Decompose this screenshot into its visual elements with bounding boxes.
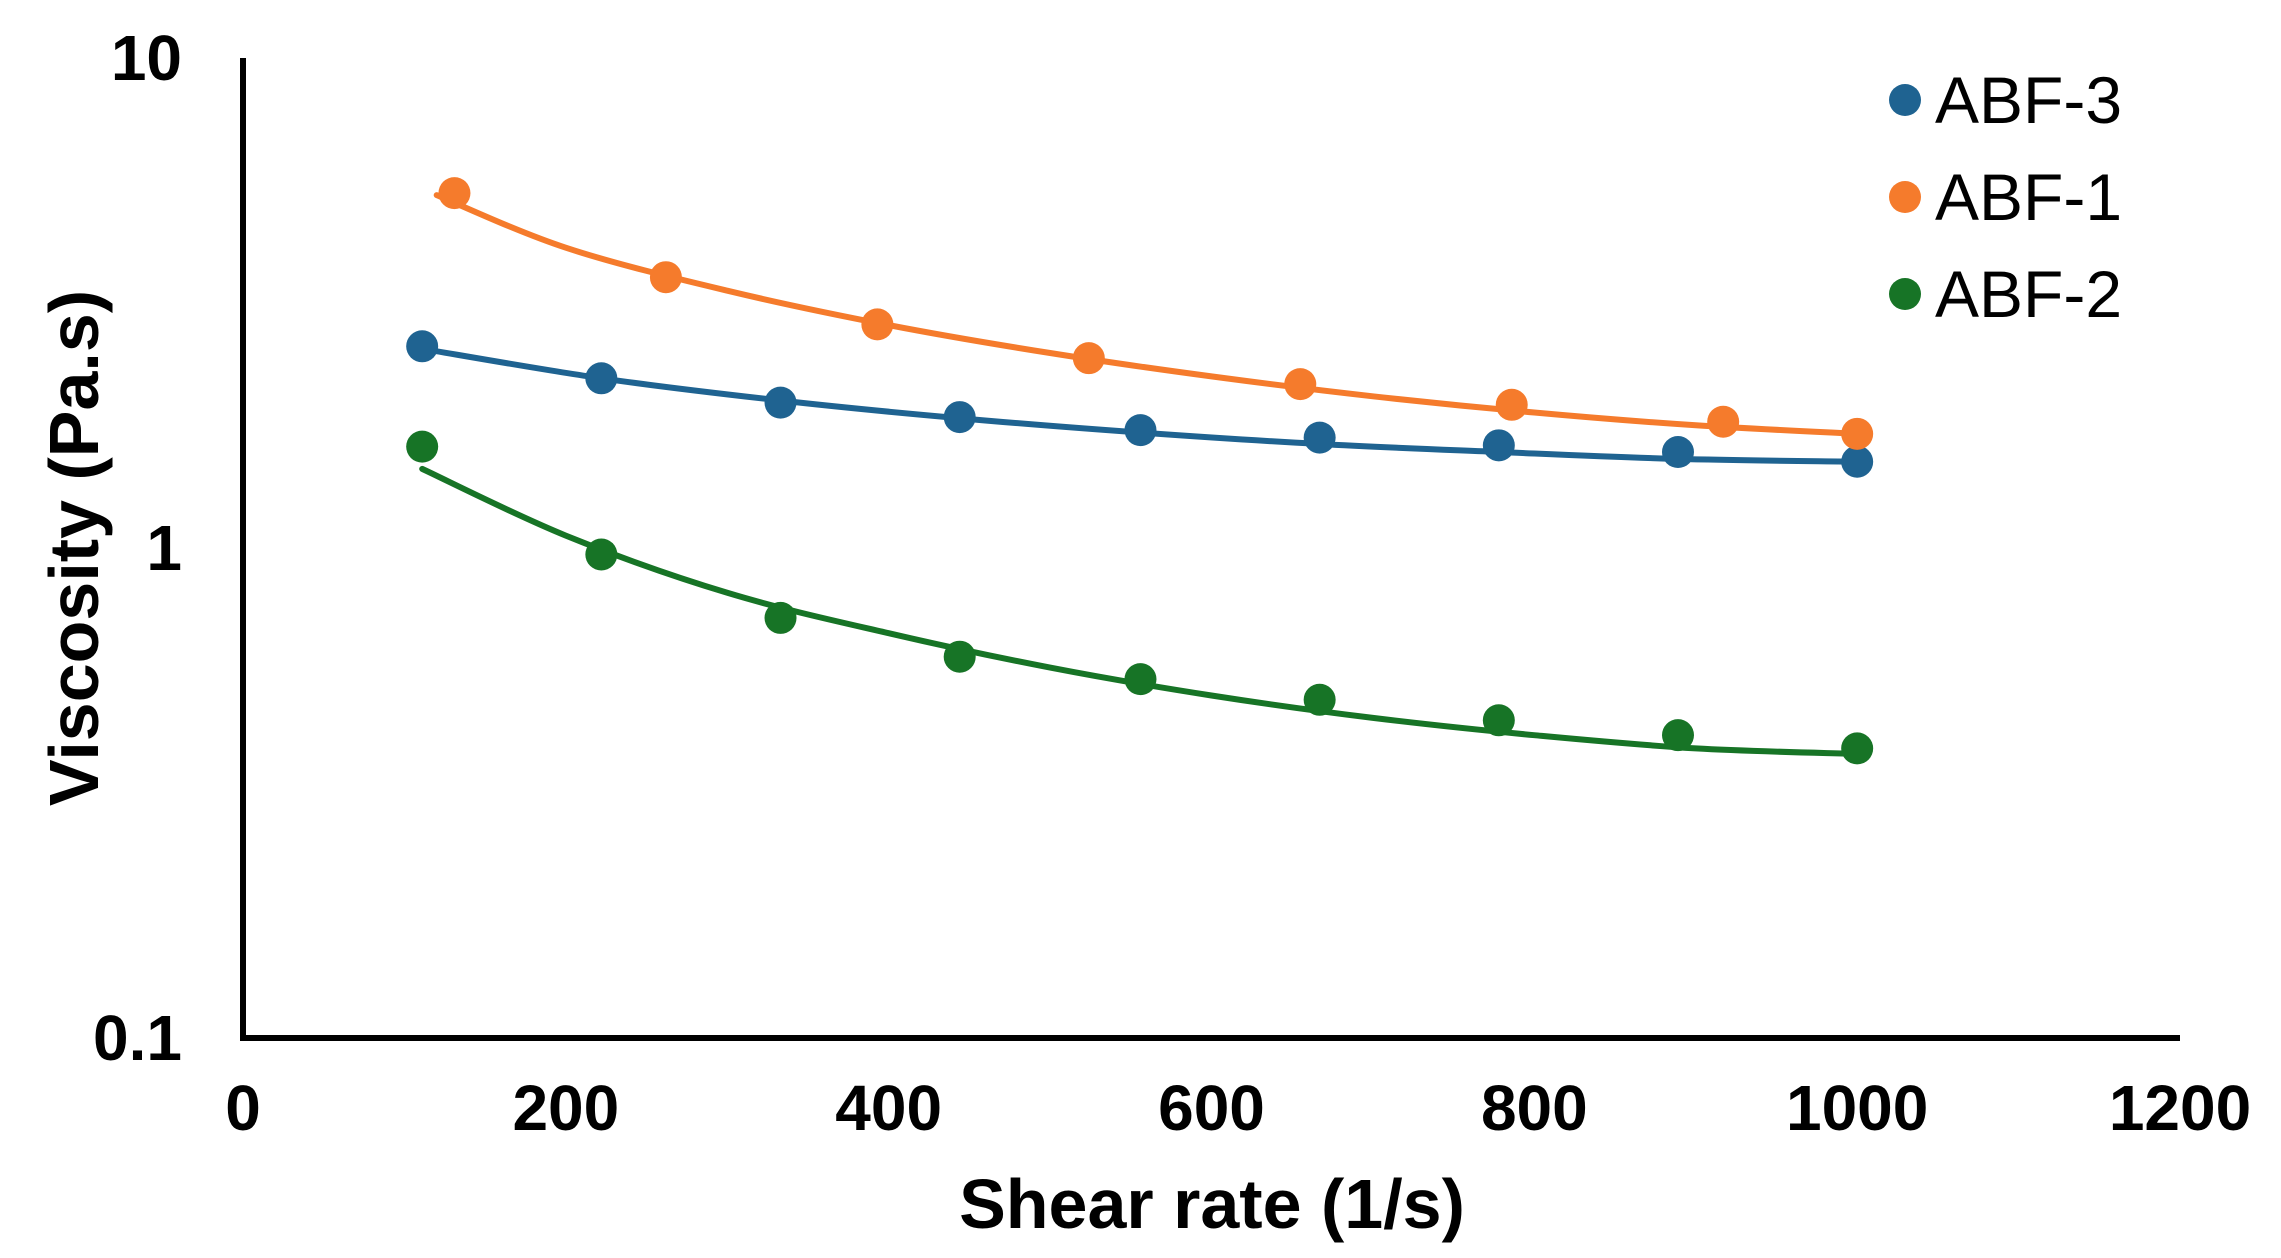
data-point-abf-3 bbox=[1303, 421, 1336, 454]
legend-marker bbox=[1889, 84, 1921, 116]
data-point-abf-2 bbox=[585, 538, 618, 571]
data-point-abf-2 bbox=[406, 430, 439, 463]
data-point-abf-1 bbox=[861, 308, 894, 341]
data-point-abf-2 bbox=[1661, 719, 1694, 752]
data-point-abf-2 bbox=[943, 640, 976, 673]
y-axis-title: Viscosity (Pa.s) bbox=[35, 290, 113, 806]
data-point-abf-3 bbox=[1124, 414, 1157, 447]
x-tick-label: 1200 bbox=[2109, 1072, 2251, 1144]
data-point-abf-1 bbox=[1072, 342, 1105, 375]
data-point-abf-1 bbox=[1495, 388, 1528, 421]
data-point-abf-3 bbox=[585, 362, 618, 395]
legend-label: ABF-2 bbox=[1935, 257, 2122, 331]
data-point-abf-3 bbox=[1841, 445, 1874, 478]
data-point-abf-3 bbox=[1482, 429, 1515, 462]
data-point-abf-1 bbox=[649, 261, 682, 294]
legend-marker bbox=[1889, 181, 1921, 213]
data-point-abf-3 bbox=[764, 386, 797, 419]
y-tick-label: 1 bbox=[146, 512, 182, 584]
legend-label: ABF-3 bbox=[1935, 63, 2122, 137]
x-axis-title: Shear rate (1/s) bbox=[959, 1165, 1465, 1243]
data-point-abf-2 bbox=[1124, 663, 1157, 696]
axes bbox=[240, 58, 2180, 1041]
trendline-abf-1 bbox=[433, 192, 1861, 437]
x-tick-labels: 0 200 400 600 800 1000 1200 bbox=[225, 1072, 2251, 1144]
data-point-abf-1 bbox=[1707, 405, 1740, 438]
data-point-abf-2 bbox=[1841, 732, 1874, 765]
data-point-abf-1 bbox=[438, 177, 471, 210]
x-tick-label: 200 bbox=[512, 1072, 619, 1144]
data-point-abf-2 bbox=[764, 601, 797, 634]
legend-item-abf-1: ABF-1 bbox=[1889, 160, 2122, 234]
series-abf-3 bbox=[406, 330, 1874, 478]
data-point-abf-1 bbox=[1284, 368, 1317, 401]
legend-item-abf-2: ABF-2 bbox=[1889, 257, 2122, 331]
x-tick-label: 0 bbox=[225, 1072, 261, 1144]
legend-label: ABF-1 bbox=[1935, 160, 2122, 234]
x-tick-label: 400 bbox=[835, 1072, 942, 1144]
series-abf-1 bbox=[433, 177, 1874, 450]
data-point-abf-3 bbox=[1661, 436, 1694, 469]
x-tick-label: 1000 bbox=[1786, 1072, 1928, 1144]
x-tick-label: 800 bbox=[1481, 1072, 1588, 1144]
series-layer bbox=[406, 177, 1874, 765]
y-tick-label: 10 bbox=[111, 22, 182, 94]
legend-marker bbox=[1889, 278, 1921, 310]
data-point-abf-3 bbox=[943, 401, 976, 434]
y-tick-label: 0.1 bbox=[93, 1002, 182, 1074]
legend: ABF-3 ABF-1 ABF-2 bbox=[1889, 63, 2122, 331]
y-tick-labels: 0.1 1 10 bbox=[93, 22, 182, 1074]
data-point-abf-3 bbox=[406, 330, 439, 363]
data-point-abf-1 bbox=[1841, 417, 1874, 450]
data-point-abf-2 bbox=[1482, 704, 1515, 737]
x-tick-label: 600 bbox=[1158, 1072, 1265, 1144]
data-point-abf-2 bbox=[1303, 683, 1336, 716]
trendline-abf-2 bbox=[419, 465, 1861, 757]
legend-item-abf-3: ABF-3 bbox=[1889, 63, 2122, 137]
series-abf-2 bbox=[406, 430, 1874, 765]
